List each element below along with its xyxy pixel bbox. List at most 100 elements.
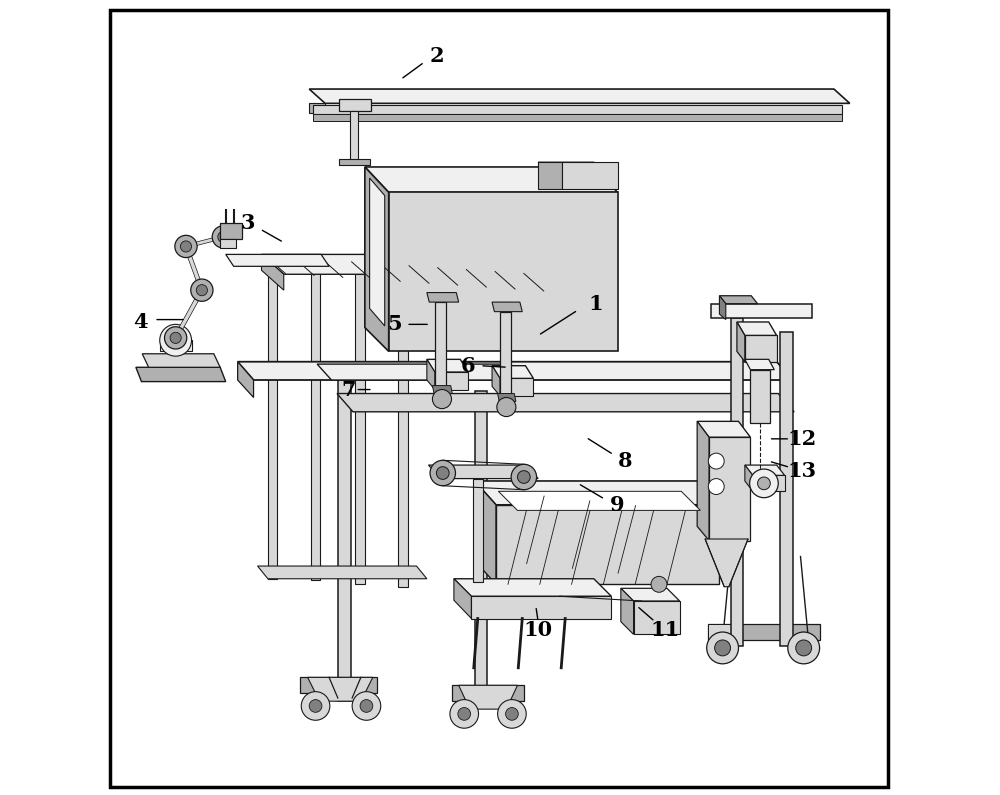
Circle shape [511, 464, 537, 490]
Circle shape [517, 471, 530, 483]
Polygon shape [475, 481, 496, 584]
Polygon shape [475, 391, 487, 701]
Polygon shape [339, 159, 370, 165]
Polygon shape [313, 114, 842, 121]
Polygon shape [338, 380, 351, 701]
Circle shape [715, 640, 731, 656]
Polygon shape [780, 332, 793, 646]
Polygon shape [454, 579, 611, 596]
Polygon shape [711, 304, 812, 318]
Circle shape [436, 467, 449, 479]
Polygon shape [459, 685, 517, 709]
Polygon shape [350, 111, 358, 163]
Circle shape [788, 632, 820, 664]
Polygon shape [220, 223, 242, 238]
Polygon shape [300, 677, 377, 693]
Text: 12: 12 [787, 429, 817, 449]
Circle shape [430, 460, 455, 486]
Circle shape [796, 640, 812, 656]
Text: 3: 3 [241, 212, 255, 233]
Polygon shape [309, 103, 325, 113]
Polygon shape [452, 685, 524, 701]
Circle shape [170, 332, 181, 343]
Circle shape [651, 576, 667, 592]
Polygon shape [355, 274, 365, 584]
Polygon shape [753, 475, 785, 491]
Polygon shape [308, 677, 373, 701]
Polygon shape [258, 566, 427, 579]
Polygon shape [398, 278, 408, 587]
Circle shape [497, 398, 516, 417]
Polygon shape [475, 481, 719, 505]
Circle shape [218, 231, 229, 242]
Polygon shape [427, 359, 468, 372]
Polygon shape [427, 293, 459, 302]
Circle shape [707, 632, 738, 664]
Polygon shape [621, 588, 680, 601]
Polygon shape [262, 254, 554, 274]
Polygon shape [538, 162, 562, 189]
Polygon shape [142, 354, 220, 367]
Polygon shape [454, 579, 471, 619]
Text: 13: 13 [788, 460, 817, 481]
Polygon shape [750, 370, 770, 423]
Polygon shape [317, 364, 522, 380]
Polygon shape [634, 601, 680, 634]
Circle shape [750, 469, 778, 498]
Polygon shape [538, 162, 618, 184]
Circle shape [506, 708, 518, 720]
Polygon shape [473, 479, 483, 582]
Polygon shape [719, 296, 758, 304]
Circle shape [360, 700, 373, 712]
Polygon shape [365, 167, 618, 192]
Polygon shape [697, 421, 709, 541]
Polygon shape [498, 491, 700, 510]
Polygon shape [268, 264, 277, 579]
Polygon shape [428, 465, 538, 479]
Polygon shape [238, 362, 793, 380]
Polygon shape [339, 99, 371, 111]
Polygon shape [389, 192, 618, 351]
Circle shape [758, 477, 770, 490]
Circle shape [160, 324, 192, 356]
Polygon shape [337, 394, 794, 412]
Polygon shape [697, 421, 750, 437]
Circle shape [175, 235, 197, 258]
Text: 6: 6 [461, 355, 476, 376]
Polygon shape [471, 596, 611, 619]
Polygon shape [432, 386, 452, 394]
Polygon shape [492, 302, 522, 312]
Text: 5: 5 [388, 314, 402, 335]
Circle shape [708, 479, 724, 494]
Polygon shape [435, 302, 446, 391]
Text: 8: 8 [618, 451, 633, 471]
Circle shape [458, 708, 471, 720]
Circle shape [212, 226, 234, 248]
Polygon shape [708, 624, 820, 640]
Polygon shape [562, 162, 618, 189]
Polygon shape [496, 505, 719, 584]
Polygon shape [745, 335, 777, 362]
Circle shape [301, 692, 330, 720]
Polygon shape [313, 105, 842, 114]
Circle shape [432, 390, 452, 409]
Text: 11: 11 [651, 619, 680, 640]
Polygon shape [745, 359, 774, 370]
Circle shape [180, 241, 192, 252]
Text: 10: 10 [524, 619, 553, 640]
Polygon shape [262, 254, 284, 290]
Polygon shape [745, 465, 785, 475]
Polygon shape [745, 465, 753, 491]
Circle shape [498, 700, 526, 728]
Circle shape [708, 453, 724, 469]
Polygon shape [160, 340, 192, 351]
Polygon shape [220, 238, 236, 248]
Polygon shape [737, 322, 745, 362]
Polygon shape [498, 394, 516, 401]
Polygon shape [238, 362, 254, 398]
Polygon shape [226, 254, 329, 266]
Polygon shape [365, 167, 389, 351]
Polygon shape [705, 539, 748, 587]
Text: 2: 2 [429, 45, 444, 66]
Circle shape [450, 700, 479, 728]
